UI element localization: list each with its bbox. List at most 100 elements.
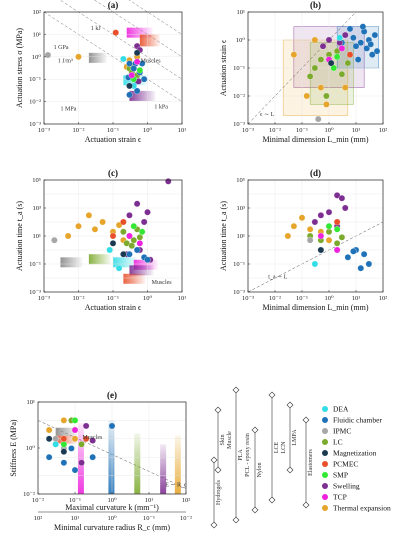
- thermal-point: [317, 84, 325, 91]
- x-tick-label: 10⁰: [107, 497, 117, 504]
- fluidic-point: [140, 75, 148, 83]
- thermal-point: [64, 232, 72, 240]
- y-tick-label: 10⁻¹: [233, 261, 245, 268]
- y-tick-label: 10³: [33, 205, 42, 212]
- fluidic-point: [89, 453, 96, 461]
- fluidic-point: [367, 41, 374, 48]
- tcp-point: [128, 72, 136, 79]
- x-tick-label: 10²: [182, 497, 191, 504]
- panel-label: (c): [108, 168, 118, 178]
- scale-marker: [210, 521, 218, 529]
- thermal-point: [311, 36, 319, 44]
- x-tick-label: 10⁻²: [269, 127, 281, 134]
- fluidic-point: [130, 65, 138, 72]
- fluidic-point: [359, 23, 367, 30]
- dea-point: [115, 264, 123, 272]
- legend: DEA Fluidic chamber IPMC LC Magnetization PCM…: [322, 405, 391, 513]
- y-tick-label: 10⁻²: [29, 99, 41, 106]
- x-axis-label: Minimal dimension L_min (mm): [263, 303, 369, 312]
- x-tick-label: 10⁰: [143, 295, 153, 302]
- tcp-point: [338, 45, 346, 52]
- dea-point: [336, 34, 343, 42]
- fluidic-point: [68, 445, 75, 452]
- tcp-point: [317, 232, 325, 240]
- y-tick-label: 10¹: [237, 233, 246, 240]
- panel-4-decor: [247, 221, 384, 293]
- scale-marker: [268, 391, 276, 399]
- lc-point: [333, 240, 341, 247]
- annotation: 1 MPa: [61, 107, 77, 113]
- legend-marker-thermal: [322, 505, 328, 511]
- x-tick-label: 10⁻³: [38, 295, 50, 302]
- pcmec-point: [109, 232, 117, 240]
- panel-3-decor: [60, 254, 158, 284]
- scale-label: LCN: [281, 441, 287, 454]
- y-tick-label: 10⁻³: [233, 121, 245, 128]
- legend-label-thermal: Thermal expansion: [333, 504, 391, 513]
- legend-label-swelling: Swelling: [333, 482, 360, 491]
- legend-marker-smp: [322, 472, 328, 478]
- tcp-region: [126, 27, 153, 38]
- y-tick-label: 10⁰: [32, 54, 42, 61]
- x-tick-label: 10⁻¹: [107, 295, 119, 302]
- x2-tick-label: 10⁰: [107, 515, 117, 522]
- panel-label: (d): [310, 168, 321, 178]
- x-tick-label: 10¹: [352, 127, 361, 134]
- thermal-point: [75, 53, 82, 61]
- ipmc-point: [315, 115, 322, 123]
- thermal-point: [325, 236, 333, 244]
- y-tick-label: 10⁻³: [29, 121, 41, 128]
- smp-point: [333, 226, 341, 233]
- y-tick-label: 10¹: [33, 31, 42, 38]
- thermal-point: [71, 435, 79, 443]
- fluidic-point: [71, 466, 79, 474]
- annotation: ϵ ∼ L: [260, 112, 274, 118]
- fluidic-point: [357, 39, 365, 46]
- swelling-point: [126, 212, 133, 219]
- x2-tick-label: 10⁻²: [180, 515, 192, 522]
- legend-label-dea: DEA: [333, 405, 349, 414]
- scale-label: LCE: [274, 442, 280, 454]
- ipmc-point: [44, 51, 52, 59]
- y-tick-label: 10¹: [27, 399, 36, 406]
- swelling-point: [311, 218, 319, 226]
- dea-point: [52, 441, 59, 448]
- x-tick-label: 10⁰: [324, 127, 334, 134]
- x-tick-label: 10⁻¹: [107, 127, 119, 134]
- plots-layer: 10⁻³ 10⁻² 10⁻¹ 10⁰ 10¹ 10⁻³ 10⁻² 10⁻¹ 10⁰ 10¹ 10² (…: [9, 0, 387, 532]
- swelling-point: [333, 192, 341, 199]
- thermal-point: [60, 417, 68, 424]
- lc-point: [128, 242, 136, 250]
- legend-marker-swelling: [322, 483, 328, 489]
- pcmec-point: [120, 218, 127, 226]
- energy-density-line: [128, 0, 183, 35]
- stiffness-band: [77, 423, 84, 494]
- swelling-point: [140, 218, 148, 226]
- ipmc-point: [51, 236, 58, 244]
- swelling-point: [317, 212, 325, 219]
- swelling-point: [319, 42, 327, 50]
- panel-3: 10⁻³ 10⁻² 10⁻¹ 10⁰ 10¹ 10⁻³ 10⁻¹ 10¹ 10³ 10⁵ (c) Ac…: [15, 168, 186, 312]
- pcmec-point: [60, 435, 68, 443]
- fluidic-point: [363, 45, 370, 52]
- legend-label-ipmc: IPMC: [333, 427, 351, 436]
- fluidic-point: [365, 260, 373, 268]
- smp-point: [136, 67, 144, 74]
- scaling-line: [247, 221, 384, 293]
- smp-point: [71, 417, 79, 424]
- legend-marker-dea: [322, 406, 328, 412]
- y-axis-label: Actuation strain ϵ: [219, 39, 228, 96]
- fluidic-point: [350, 248, 357, 255]
- scale-marker: [302, 501, 310, 509]
- swelling-point: [342, 204, 349, 212]
- x-tick-label: 10⁻³: [242, 295, 254, 302]
- tcp-region: [133, 259, 158, 270]
- legend-label-pcmec: PCMEC: [333, 460, 358, 469]
- y-tick-label: 10⁵: [236, 177, 245, 184]
- mag-point: [120, 250, 127, 258]
- panel-4: 10⁻³ 10⁻² 10⁻¹ 10⁰ 10¹ 10² 10⁻³ 10⁻¹ 10¹ 10³ 10⁵ (d…: [219, 168, 387, 312]
- scale-marker: [214, 406, 222, 414]
- pcmec-region: [123, 273, 146, 284]
- thermal-point: [323, 101, 330, 108]
- x-axis-label: Minimal dimension L_min (mm): [263, 135, 369, 144]
